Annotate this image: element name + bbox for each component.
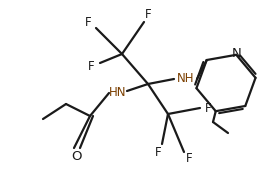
- Text: F: F: [155, 146, 161, 159]
- Text: O: O: [71, 150, 81, 164]
- Text: HN: HN: [109, 86, 127, 99]
- Text: F: F: [205, 102, 211, 115]
- Text: NH: NH: [177, 73, 195, 86]
- Text: F: F: [85, 17, 91, 30]
- Text: F: F: [186, 152, 192, 165]
- Text: F: F: [145, 8, 151, 21]
- Text: N: N: [231, 47, 241, 60]
- Text: F: F: [88, 59, 94, 73]
